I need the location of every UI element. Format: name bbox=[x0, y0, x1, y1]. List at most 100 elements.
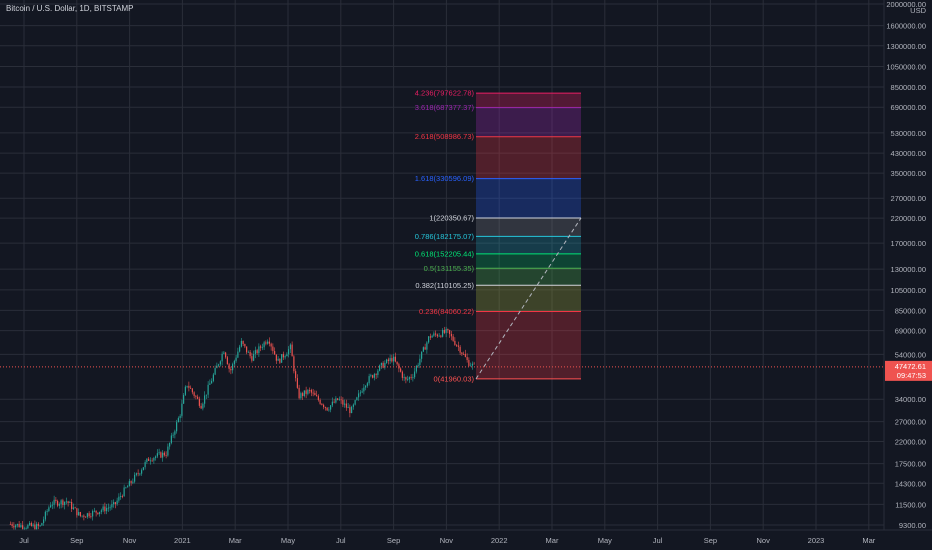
candle-body bbox=[225, 352, 227, 358]
candle-body bbox=[401, 371, 403, 378]
candle-body bbox=[55, 499, 57, 502]
candle-body bbox=[384, 363, 386, 368]
time-axis[interactable]: Jul Sep Nov 2021 Mar May Jul Sep Nov 2022 Mar May Ju… bbox=[0, 529, 932, 550]
price-tick-label: 2000000.00 bbox=[886, 0, 926, 9]
candle-body bbox=[314, 393, 316, 396]
candle-body bbox=[235, 357, 237, 361]
candle-body bbox=[212, 374, 214, 381]
price-tick-label: 85000.00 bbox=[895, 306, 926, 315]
candle-body bbox=[172, 434, 174, 436]
candle-body bbox=[359, 392, 361, 394]
last-price-label: 47472.61 bbox=[895, 362, 926, 371]
candle-body bbox=[316, 395, 318, 397]
candle-body bbox=[132, 481, 134, 483]
time-tick-label: 2021 bbox=[174, 536, 191, 545]
candle-body bbox=[338, 399, 340, 401]
price-tick-label: 220000.00 bbox=[891, 214, 926, 223]
candle-body bbox=[379, 365, 381, 371]
candle-body bbox=[200, 405, 202, 409]
candle-body bbox=[419, 358, 421, 365]
candle-body bbox=[53, 499, 55, 505]
candle-body bbox=[92, 511, 94, 517]
candle-body bbox=[72, 507, 74, 509]
price-axis[interactable]: 2000000.00 1600000.00 1300000.00 1050000.00… bbox=[883, 0, 932, 550]
candle-body bbox=[160, 452, 162, 458]
candle-body bbox=[295, 371, 297, 379]
candle-body bbox=[211, 380, 213, 384]
candle-body bbox=[123, 487, 125, 497]
candle-body bbox=[116, 500, 118, 505]
candle-body bbox=[260, 346, 262, 348]
candle-body bbox=[121, 496, 123, 497]
candle-body bbox=[449, 330, 451, 335]
candle-body bbox=[256, 350, 258, 354]
candle-body bbox=[303, 390, 305, 396]
candle-body bbox=[74, 507, 76, 509]
candle-body bbox=[454, 340, 456, 345]
candle-body bbox=[65, 501, 67, 503]
candle-body bbox=[365, 385, 367, 388]
candle-body bbox=[48, 507, 50, 511]
candle-body bbox=[282, 354, 284, 358]
candle-body bbox=[106, 508, 108, 512]
time-tick-label: Sep bbox=[387, 536, 400, 545]
fib-level-label: 0.382(110105.25) bbox=[415, 281, 474, 290]
candle-body bbox=[368, 376, 370, 384]
candle-body bbox=[366, 383, 368, 386]
candle-body bbox=[417, 364, 419, 366]
time-tick-label: Nov bbox=[440, 536, 454, 545]
candle-body bbox=[50, 505, 52, 508]
candle-body bbox=[267, 341, 269, 344]
time-tick-label: 2022 bbox=[491, 536, 508, 545]
candle-body bbox=[78, 512, 80, 516]
candle-body bbox=[15, 525, 17, 528]
candle-body bbox=[354, 400, 356, 405]
candle-body bbox=[16, 523, 18, 526]
fib-zone bbox=[476, 107, 581, 137]
candle-body bbox=[300, 393, 302, 399]
candle-body bbox=[128, 481, 130, 487]
candle-body bbox=[286, 354, 288, 357]
fib-level-label: 1(220350.67) bbox=[429, 213, 474, 222]
fib-zone bbox=[476, 217, 581, 237]
candle-body bbox=[232, 364, 234, 371]
last-price-badge bbox=[885, 360, 932, 381]
fib-level-label: 1.618(330596.09) bbox=[415, 174, 475, 183]
candle-body bbox=[403, 377, 405, 378]
candle-body bbox=[372, 375, 374, 378]
candle-body bbox=[29, 522, 31, 526]
candle-body bbox=[120, 496, 122, 497]
time-tick-label: Nov bbox=[757, 536, 771, 545]
candle-body bbox=[407, 379, 409, 380]
fib-zone bbox=[476, 93, 581, 108]
candle-body bbox=[239, 346, 241, 352]
time-tick-label: Mar bbox=[229, 536, 242, 545]
candle-body bbox=[438, 335, 440, 337]
candle-body bbox=[356, 397, 358, 401]
fib-level-label: 3.618(687377.37) bbox=[415, 103, 475, 112]
candle-body bbox=[181, 403, 183, 416]
candle-body bbox=[452, 336, 454, 341]
candle-body bbox=[83, 515, 85, 517]
candle-body bbox=[67, 501, 69, 503]
candle-body bbox=[254, 350, 256, 355]
candle-body bbox=[471, 363, 473, 366]
fib-zone bbox=[476, 253, 581, 269]
candle-body bbox=[396, 361, 398, 365]
candle-body bbox=[113, 502, 115, 505]
candlestick-series bbox=[9, 326, 475, 534]
candle-body bbox=[443, 330, 445, 333]
candle-body bbox=[207, 384, 209, 395]
candle-body bbox=[463, 353, 465, 355]
price-tick-label: 430000.00 bbox=[891, 149, 926, 158]
price-tick-label: 1300000.00 bbox=[886, 42, 926, 51]
candle-body bbox=[177, 418, 179, 423]
candle-body bbox=[274, 351, 276, 355]
candle-body bbox=[13, 525, 15, 528]
candle-body bbox=[151, 460, 153, 462]
price-tick-label: 1050000.00 bbox=[886, 63, 926, 72]
fib-extension-tool[interactable]: 0(41960.03) 0.236(84060.22) 0.382(110105.2… bbox=[415, 89, 582, 384]
candle-body bbox=[176, 422, 178, 432]
candle-body bbox=[198, 398, 200, 406]
